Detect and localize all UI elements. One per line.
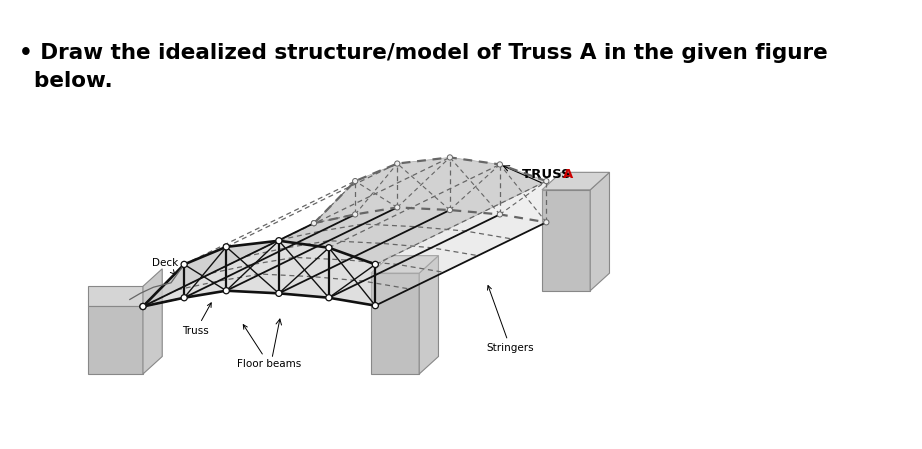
Polygon shape: [143, 158, 547, 307]
Polygon shape: [143, 207, 547, 307]
Polygon shape: [500, 164, 547, 222]
Polygon shape: [397, 158, 450, 210]
Polygon shape: [371, 255, 439, 273]
Circle shape: [140, 304, 146, 309]
Polygon shape: [143, 264, 184, 307]
Circle shape: [325, 295, 332, 301]
Circle shape: [276, 238, 282, 244]
Polygon shape: [329, 248, 375, 306]
Text: • Draw the idealized structure/model of Truss A in the given figure: • Draw the idealized structure/model of …: [19, 44, 828, 63]
Circle shape: [447, 207, 453, 213]
Polygon shape: [143, 269, 162, 374]
Polygon shape: [314, 181, 355, 223]
Polygon shape: [355, 163, 397, 215]
Polygon shape: [184, 247, 226, 298]
Circle shape: [544, 179, 549, 184]
Circle shape: [372, 303, 378, 309]
Text: A: A: [563, 168, 573, 181]
Text: Deck: Deck: [152, 258, 178, 274]
Polygon shape: [88, 307, 143, 374]
Circle shape: [223, 244, 230, 250]
Circle shape: [352, 179, 358, 184]
Polygon shape: [542, 172, 609, 190]
Circle shape: [181, 295, 187, 301]
Circle shape: [223, 288, 230, 294]
Polygon shape: [590, 172, 609, 291]
Text: below.: below.: [19, 71, 113, 92]
Text: Truss: Truss: [183, 303, 211, 336]
Circle shape: [276, 290, 282, 296]
Circle shape: [140, 304, 146, 309]
Polygon shape: [371, 273, 420, 374]
Circle shape: [372, 261, 378, 268]
Circle shape: [497, 162, 502, 167]
Text: Floor beams: Floor beams: [237, 325, 301, 369]
Circle shape: [497, 212, 502, 217]
Circle shape: [544, 220, 549, 225]
Circle shape: [181, 261, 187, 268]
Polygon shape: [420, 255, 439, 374]
Circle shape: [352, 212, 358, 217]
Circle shape: [395, 205, 400, 210]
Circle shape: [312, 220, 316, 226]
Circle shape: [312, 220, 316, 226]
Circle shape: [447, 155, 453, 160]
Text: Stringers: Stringers: [487, 286, 535, 353]
Polygon shape: [542, 190, 590, 291]
Polygon shape: [278, 241, 329, 298]
Polygon shape: [450, 158, 500, 215]
Text: TRUSS: TRUSS: [522, 168, 575, 181]
Circle shape: [395, 161, 400, 166]
Polygon shape: [143, 158, 547, 307]
Polygon shape: [226, 241, 278, 293]
Polygon shape: [88, 286, 143, 307]
Circle shape: [325, 245, 332, 251]
